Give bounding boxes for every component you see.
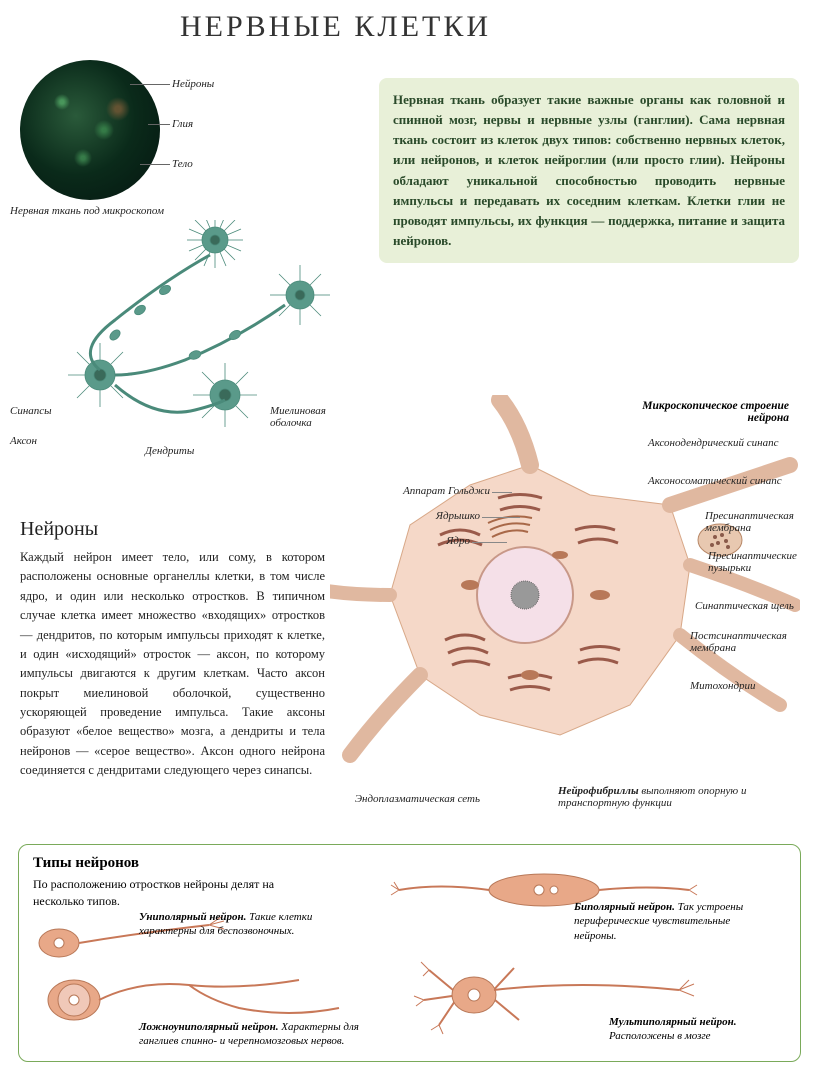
bipolar-bold: Биполярный нейрон.	[574, 901, 675, 913]
multipolar-label: Мультиполярный нейрон. Расположены в моз…	[609, 1015, 779, 1044]
pseudounipolar-bold: Ложноуниполярный нейрон.	[139, 1021, 278, 1033]
label-axon: Аксон	[10, 435, 37, 447]
label-presyn-mem: Пресинаптическая мембрана	[705, 510, 815, 534]
microscope-caption: Нервная ткань под микроскопом	[10, 205, 164, 217]
pseudounipolar-label: Ложноуниполярный нейрон. Характерны для …	[139, 1020, 369, 1049]
page-title: НЕРВНЫЕ КЛЕТКИ	[180, 10, 491, 44]
intro-box: Нервная ткань образует такие важные орга…	[379, 78, 799, 263]
label-postsyn-mem: Постсинаптическая мембрана	[690, 630, 810, 654]
label-er: Эндоплазматическая сеть	[300, 793, 480, 805]
types-intro: По расположению отростков нейроны делят …	[33, 876, 283, 910]
unipolar-bold: Униполярный нейрон.	[139, 911, 246, 923]
label-syn-cleft: Синаптическая щель	[695, 600, 815, 612]
label-nucleus: Ядро	[425, 535, 470, 547]
leader-line	[472, 542, 507, 543]
label-dendrites: Дендриты	[145, 445, 194, 457]
bipolar-label: Биполярный нейрон. Так устроены перифери…	[574, 900, 754, 943]
section-heading: Нейроны	[20, 518, 98, 541]
label-golgi: Аппарат Гольджи	[380, 485, 490, 497]
label-glia: Глия	[172, 118, 193, 130]
leader-line	[492, 492, 512, 493]
neuron-types-box: Типы нейронов По расположению отростков …	[18, 844, 801, 1062]
multipolar-rest: Расположены в мозге	[609, 1030, 711, 1042]
label-body: Тело	[172, 158, 193, 170]
label-mito: Митохондрии	[690, 680, 790, 692]
leader-line	[148, 124, 170, 125]
label-presyn-ves: Пресинаптические пузырьки	[708, 550, 808, 574]
multipolar-bold: Мультиполярный нейрон.	[609, 1016, 736, 1028]
label-axodend: Аксонодендрический синапс	[648, 437, 808, 449]
microscope-image	[20, 60, 160, 200]
neuron-chain-diagram: Синапсы Аксон Дендриты Миелиновая оболоч…	[15, 220, 375, 470]
body-text: Каждый нейрон имеет тело, или сому, в ко…	[20, 548, 325, 781]
label-nucleolus: Ядрышко	[410, 510, 480, 522]
micro-neuron-diagram: Аппарат Гольджи Ядрышко Ядро Эндоплазмат…	[330, 395, 800, 815]
label-neurofib-bold: Нейрофибриллы	[558, 785, 639, 797]
label-synapses: Синапсы	[10, 405, 52, 417]
label-neurofib: Нейрофибриллы выполняют опорную и трансп…	[558, 785, 798, 809]
leader-line	[130, 84, 170, 85]
leader-line	[140, 164, 170, 165]
label-neurons: Нейроны	[172, 78, 214, 90]
unipolar-label: Униполярный нейрон. Такие клетки характе…	[139, 910, 339, 939]
label-axosom: Аксоносоматический синапс	[648, 475, 808, 487]
leader-line	[482, 517, 520, 518]
